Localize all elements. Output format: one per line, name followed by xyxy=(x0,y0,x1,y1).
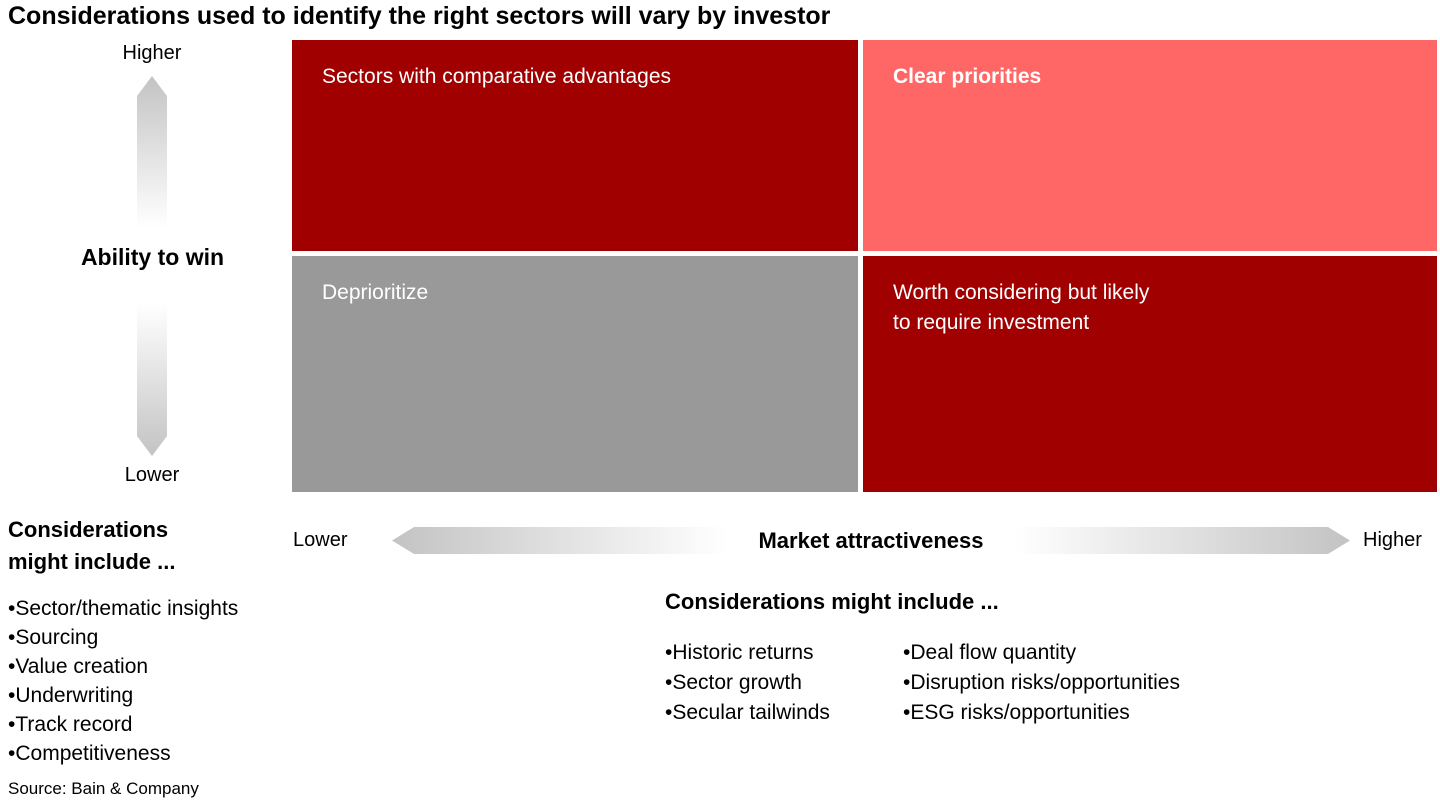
list-item: Disruption risks/opportunities xyxy=(903,668,1180,698)
list-item: ESG risks/opportunities xyxy=(903,698,1180,728)
quadrant-bottom-right-label: Worth considering but likely to require i… xyxy=(863,256,1437,360)
ability-considerations-list: Sector/thematic insights Sourcing Value … xyxy=(8,594,288,768)
x-axis-double-arrow xyxy=(392,527,1350,554)
x-axis-title-text: Market attractiveness xyxy=(758,527,984,553)
page-title: Considerations used to identify the righ… xyxy=(8,2,831,30)
source-note: Source: Bain & Company xyxy=(8,779,199,798)
x-axis-lower-label: Lower xyxy=(293,529,348,551)
list-item: Historic returns xyxy=(665,638,903,668)
y-axis-double-arrow xyxy=(137,76,167,456)
quadrant-bottom-right-label-line1: Worth considering but likely xyxy=(893,281,1150,304)
list-item: Secular tailwinds xyxy=(665,698,903,728)
market-considerations-columns: Historic returns Sector growth Secular t… xyxy=(665,638,1180,728)
quadrant-bottom-right-label-line2: to require investment xyxy=(893,311,1090,334)
ability-considerations-block: Considerations might include ... Sector/t… xyxy=(8,514,288,768)
list-item: Deal flow quantity xyxy=(903,638,1180,668)
y-axis-title: Ability to win xyxy=(80,244,225,270)
list-item: Underwriting xyxy=(8,681,288,710)
x-axis-higher-label: Higher xyxy=(1363,529,1422,551)
quadrant-top-left-label: Sectors with comparative advantages xyxy=(322,65,672,88)
y-axis-higher-label: Higher xyxy=(122,42,182,64)
list-item: Sector/thematic insights xyxy=(8,594,288,623)
list-item: Competitiveness xyxy=(8,739,288,768)
list-item: Sourcing xyxy=(8,623,288,652)
market-considerations-heading: Considerations might include ... xyxy=(665,589,999,614)
quadrant-top-right-label: Clear priorities xyxy=(893,65,1042,88)
ability-considerations-heading-line2: might include ... xyxy=(8,549,176,574)
list-item: Track record xyxy=(8,710,288,739)
ability-considerations-heading-line1: Considerations xyxy=(8,517,169,542)
quadrant-bottom-left-label: Deprioritize xyxy=(322,281,429,304)
y-axis-lower-label: Lower xyxy=(124,464,180,486)
quadrant-bottom-right: Worth considering but likely to require i… xyxy=(863,256,1437,492)
list-item: Sector growth xyxy=(665,668,903,698)
market-considerations-column2: Deal flow quantity Disruption risks/oppo… xyxy=(903,638,1180,728)
quadrant-top-left: Sectors with comparative advantages xyxy=(292,40,858,251)
market-considerations-block: Considerations might include ... Histori… xyxy=(665,589,1180,728)
market-considerations-column1: Historic returns Sector growth Secular t… xyxy=(665,638,903,728)
x-axis-title: Market attractiveness xyxy=(392,527,1350,554)
list-item: Value creation xyxy=(8,652,288,681)
quadrant-top-right: Clear priorities xyxy=(863,40,1437,251)
quadrant-bottom-left: Deprioritize xyxy=(292,256,858,492)
ability-considerations-heading: Considerations might include ... xyxy=(8,514,288,578)
